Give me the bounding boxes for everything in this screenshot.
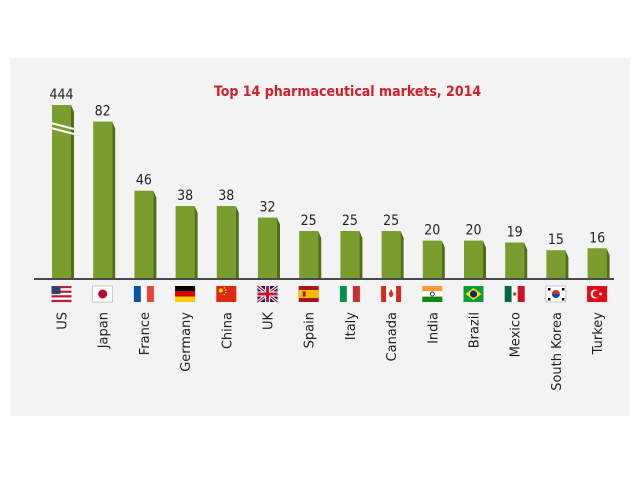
turkey-flag-icon [587, 286, 608, 302]
mexico-flag-icon [504, 286, 525, 302]
bar-japan: 82 [93, 104, 116, 279]
bar-china: 38 [216, 188, 239, 279]
chart-title: Top 14 pharmaceutical markets, 2014 [214, 84, 481, 100]
bar-canada-shade [400, 231, 404, 279]
category-label-canada: Canada [385, 312, 400, 361]
bar-france: 46 [134, 173, 157, 279]
bar-france-rect [134, 190, 154, 279]
spain-flag-icon [298, 286, 319, 302]
category-label-japan: Japan [97, 312, 112, 349]
bar-germany-shade [194, 206, 198, 279]
bar-brazil-rect [464, 240, 483, 279]
bar-spain-shade [318, 231, 322, 279]
value-label-china: 38 [218, 188, 234, 204]
bar-italy-rect [340, 231, 360, 279]
bar-spain-rect [299, 231, 319, 279]
bar-uk: 32 [258, 200, 280, 279]
category-label-us: US [56, 312, 71, 330]
india-flag-icon [422, 286, 443, 302]
south-korea-flag-icon [545, 285, 567, 303]
bar-us: 444 [49, 87, 75, 279]
value-label-spain: 25 [301, 213, 317, 229]
bar-spain: 25 [299, 213, 322, 279]
category-label-spain: Spain [303, 312, 318, 348]
bar-brazil: 20 [464, 223, 486, 279]
bar-turkey: 16 [587, 230, 610, 279]
bar-mexico-rect [505, 242, 525, 279]
category-label-china: China [220, 312, 235, 349]
bar-uk-shade [277, 217, 280, 279]
bar-turkey-shade [606, 248, 610, 279]
brazil-flag-icon [463, 286, 484, 302]
category-label-italy: Italy [344, 312, 359, 341]
bar-germany-rect [175, 206, 195, 279]
italy-flag-icon [339, 286, 360, 302]
value-label-germany: 38 [177, 188, 193, 204]
bar-south-korea: 15 [546, 232, 569, 279]
category-label-france: France [138, 312, 153, 355]
value-label-india: 20 [424, 223, 440, 239]
bar-brazil-shade [483, 240, 486, 279]
value-label-brazil: 20 [465, 223, 481, 239]
value-label-us: 444 [49, 87, 73, 103]
category-label-germany: Germany [179, 312, 194, 372]
value-label-mexico: 19 [507, 225, 523, 241]
category-label-south-korea: South Korea [550, 312, 565, 391]
bar-japan-rect [93, 121, 113, 279]
bar-india-shade [441, 240, 445, 279]
bar-japan-shade [112, 121, 116, 279]
bar-us-shade [71, 105, 74, 279]
category-label-mexico: Mexico [509, 312, 524, 357]
bar-india-rect [422, 240, 442, 279]
bar-germany: 38 [175, 188, 198, 279]
us-flag-icon [51, 286, 72, 303]
value-label-japan: 82 [95, 104, 111, 120]
bar-canada: 25 [381, 213, 404, 279]
category-label-india: India [426, 312, 441, 344]
value-label-south-korea: 15 [548, 232, 564, 248]
france-flag-icon [133, 286, 154, 302]
germany-flag-icon [175, 286, 196, 302]
bar-south-korea-shade [565, 250, 569, 279]
bar-us-rect [52, 105, 71, 279]
bar-mexico: 19 [505, 225, 528, 279]
bar-uk-rect [258, 217, 277, 279]
value-label-italy: 25 [342, 213, 358, 229]
category-label-uk: UK [262, 312, 277, 331]
canada-flag-icon [381, 286, 402, 302]
value-label-canada: 25 [383, 213, 399, 229]
category-label-turkey: Turkey [591, 312, 606, 356]
bar-india: 20 [422, 223, 445, 279]
bar-china-shade [235, 206, 239, 279]
bar-mexico-shade [524, 242, 528, 279]
bar-china-rect [216, 206, 236, 279]
category-label-brazil: Brazil [468, 312, 483, 348]
bar-south-korea-rect [546, 250, 566, 279]
bar-france-shade [153, 190, 157, 279]
bar-turkey-rect [587, 248, 607, 279]
bar-canada-rect [381, 231, 401, 279]
bar-italy: 25 [340, 213, 363, 279]
uk-flag-icon [256, 284, 279, 304]
value-label-france: 46 [136, 173, 152, 189]
value-label-uk: 32 [259, 200, 275, 216]
axis-break-line [50, 122, 75, 130]
japan-flag-icon [92, 285, 113, 303]
china-flag-icon [216, 286, 237, 302]
bar-italy-shade [359, 231, 363, 279]
axis-break-line [50, 127, 75, 135]
value-label-turkey: 16 [589, 230, 605, 246]
